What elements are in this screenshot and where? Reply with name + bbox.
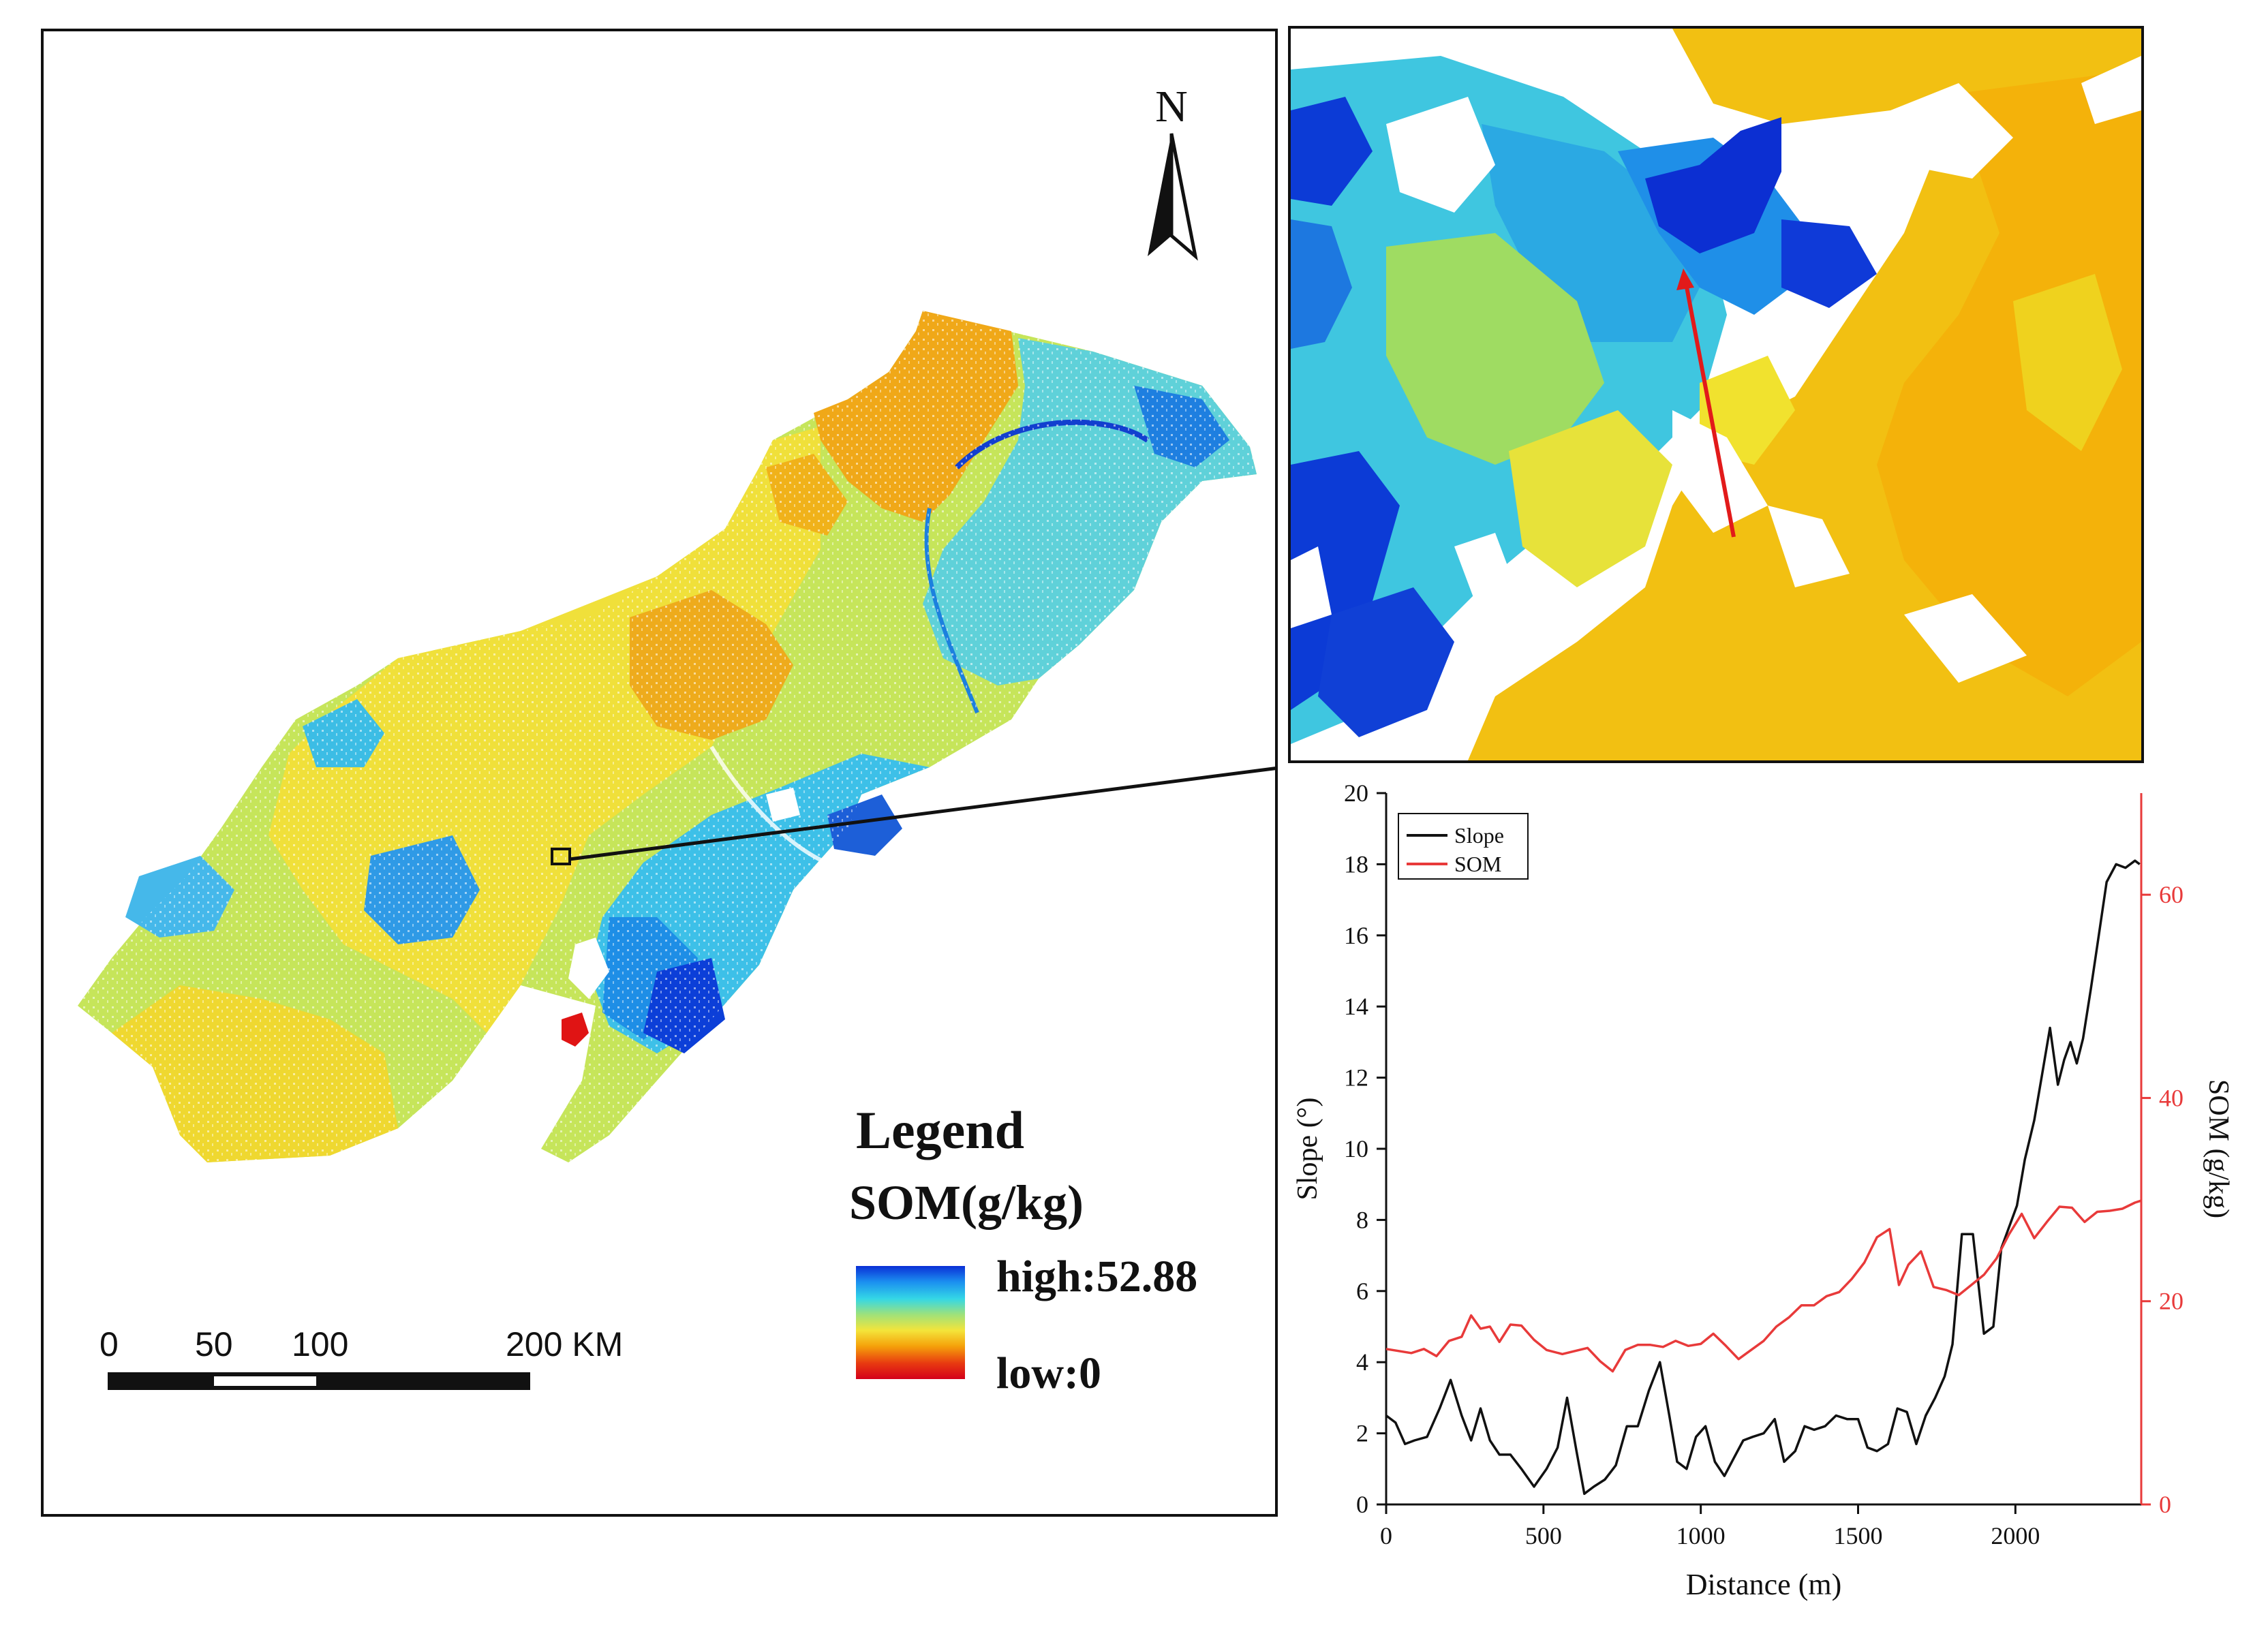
zoomed-som-map-panel xyxy=(1288,26,2144,763)
x-tick-label: 1500 xyxy=(1834,1522,1883,1549)
scale-label-100: 100 xyxy=(292,1325,349,1363)
series-line-slope xyxy=(1385,859,2141,1496)
x-tick-label: 1000 xyxy=(1676,1522,1726,1549)
study-area-box xyxy=(551,848,571,865)
y-tick-label: 8 xyxy=(1356,1206,1368,1233)
legend-label-slope: Slope xyxy=(1454,823,1504,848)
legend-color-ramp xyxy=(856,1266,965,1379)
scale-label-200km: 200 KM xyxy=(506,1325,624,1363)
som-map-canvas: N xyxy=(78,82,1275,1390)
x-tick-label: 0 xyxy=(1380,1522,1392,1549)
right-y-tick-label: 40 xyxy=(2159,1084,2183,1111)
y-axis-label: Slope (°) xyxy=(1292,1098,1323,1201)
y-tick-label: 4 xyxy=(1356,1348,1368,1376)
right-y-tick-label: 0 xyxy=(2159,1491,2171,1518)
y-tick-label: 6 xyxy=(1356,1278,1368,1305)
legend-low-label: low:0 xyxy=(996,1348,1101,1398)
x-tick-label: 500 xyxy=(1525,1522,1562,1549)
y-tick-label: 10 xyxy=(1344,1135,1368,1162)
x-tick-label: 2000 xyxy=(1991,1522,2040,1549)
scale-bar xyxy=(108,1372,530,1390)
north-label: N xyxy=(1155,82,1188,132)
legend-label-som: SOM xyxy=(1454,852,1501,876)
legend-high-label: high:52.88 xyxy=(996,1252,1198,1301)
scale-label-0: 0 xyxy=(99,1325,119,1363)
y-tick-label: 14 xyxy=(1344,993,1368,1020)
right-y-tick-label: 20 xyxy=(2159,1288,2183,1315)
province-boundary-region xyxy=(78,311,1257,1162)
series-line-som xyxy=(1385,1199,2142,1373)
zoomed-map-canvas xyxy=(1291,29,2141,760)
legend-title: Legend xyxy=(856,1100,1025,1160)
y-tick-label: 18 xyxy=(1344,850,1368,878)
y-tick-label: 12 xyxy=(1344,1064,1368,1092)
zoom-leader-line xyxy=(569,767,1275,861)
scale-label-50: 50 xyxy=(195,1325,233,1363)
chart-legend-box xyxy=(1398,813,1529,880)
red-low-som-patch xyxy=(562,1013,589,1047)
y-tick-label: 0 xyxy=(1356,1491,1368,1518)
main-som-map-panel: N 0 50 100 200 KM Legend SOM(g/kg) high:… xyxy=(41,29,1278,1517)
right-y-axis-label: SOM (g/kg) xyxy=(2203,1079,2234,1218)
transect-arrow xyxy=(1676,268,1736,538)
x-axis-label: Distance (m) xyxy=(1686,1568,1841,1601)
right-y-tick-label: 60 xyxy=(2159,881,2183,908)
legend-subtitle: SOM(g/kg) xyxy=(849,1175,1084,1230)
y-tick-label: 16 xyxy=(1344,922,1368,949)
north-arrow: N xyxy=(1148,82,1198,261)
y-tick-label: 20 xyxy=(1344,779,1368,807)
y-tick-label: 2 xyxy=(1356,1420,1368,1447)
